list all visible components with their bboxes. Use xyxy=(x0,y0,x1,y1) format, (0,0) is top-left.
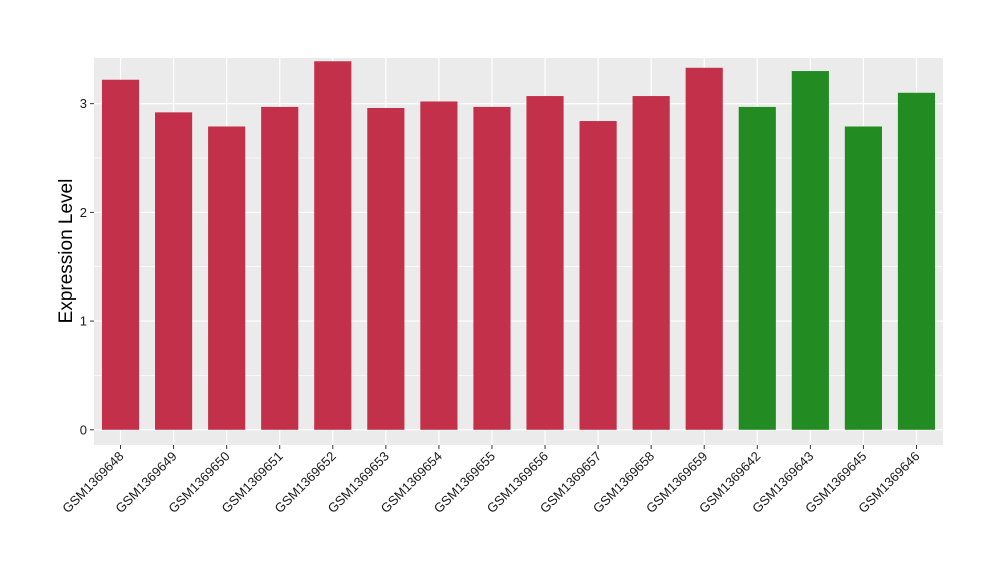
bar-GSM1369643 xyxy=(791,71,829,430)
bar-GSM1369652 xyxy=(314,61,352,430)
y-axis-title: Expression Level xyxy=(56,179,77,324)
bar-GSM1369659 xyxy=(685,67,723,430)
y-tick-label: 1 xyxy=(80,314,87,329)
bars xyxy=(101,61,936,430)
x-axis: GSM1369648GSM1369649GSM1369650GSM1369651… xyxy=(59,445,923,516)
bar-GSM1369649 xyxy=(155,112,193,430)
bar-GSM1369650 xyxy=(208,126,246,430)
bar-GSM1369646 xyxy=(897,92,936,430)
bar-GSM1369657 xyxy=(579,121,617,430)
bar-GSM1369651 xyxy=(261,106,299,430)
y-tick-label: 0 xyxy=(80,422,87,437)
bar-GSM1369653 xyxy=(367,108,405,430)
bar-GSM1369658 xyxy=(632,96,670,430)
bar-GSM1369655 xyxy=(473,106,511,430)
y-tick-label: 3 xyxy=(80,96,87,111)
y-axis: 0 1 2 3 xyxy=(80,96,94,437)
bar-GSM1369648 xyxy=(101,79,140,430)
bar-GSM1369654 xyxy=(420,101,458,430)
bar-GSM1369645 xyxy=(844,126,882,430)
bar-GSM1369656 xyxy=(526,96,564,430)
bar-GSM1369642 xyxy=(738,106,776,430)
y-tick-label: 2 xyxy=(80,205,87,220)
